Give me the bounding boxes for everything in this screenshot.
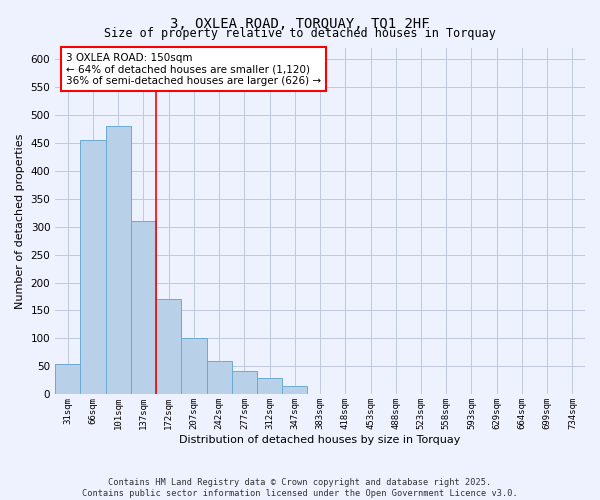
Y-axis label: Number of detached properties: Number of detached properties <box>15 134 25 308</box>
Bar <box>131 221 156 394</box>
Bar <box>257 378 282 394</box>
Text: 3, OXLEA ROAD, TORQUAY, TQ1 2HF: 3, OXLEA ROAD, TORQUAY, TQ1 2HF <box>170 18 430 32</box>
Bar <box>232 371 257 394</box>
Bar <box>80 140 106 394</box>
Bar <box>181 338 206 394</box>
Bar <box>106 126 131 394</box>
Bar <box>206 361 232 394</box>
Text: 3 OXLEA ROAD: 150sqm
← 64% of detached houses are smaller (1,120)
36% of semi-de: 3 OXLEA ROAD: 150sqm ← 64% of detached h… <box>66 52 321 86</box>
Text: Size of property relative to detached houses in Torquay: Size of property relative to detached ho… <box>104 28 496 40</box>
Text: Contains HM Land Registry data © Crown copyright and database right 2025.
Contai: Contains HM Land Registry data © Crown c… <box>82 478 518 498</box>
X-axis label: Distribution of detached houses by size in Torquay: Distribution of detached houses by size … <box>179 435 461 445</box>
Bar <box>156 300 181 394</box>
Bar <box>55 364 80 394</box>
Bar <box>282 386 307 394</box>
